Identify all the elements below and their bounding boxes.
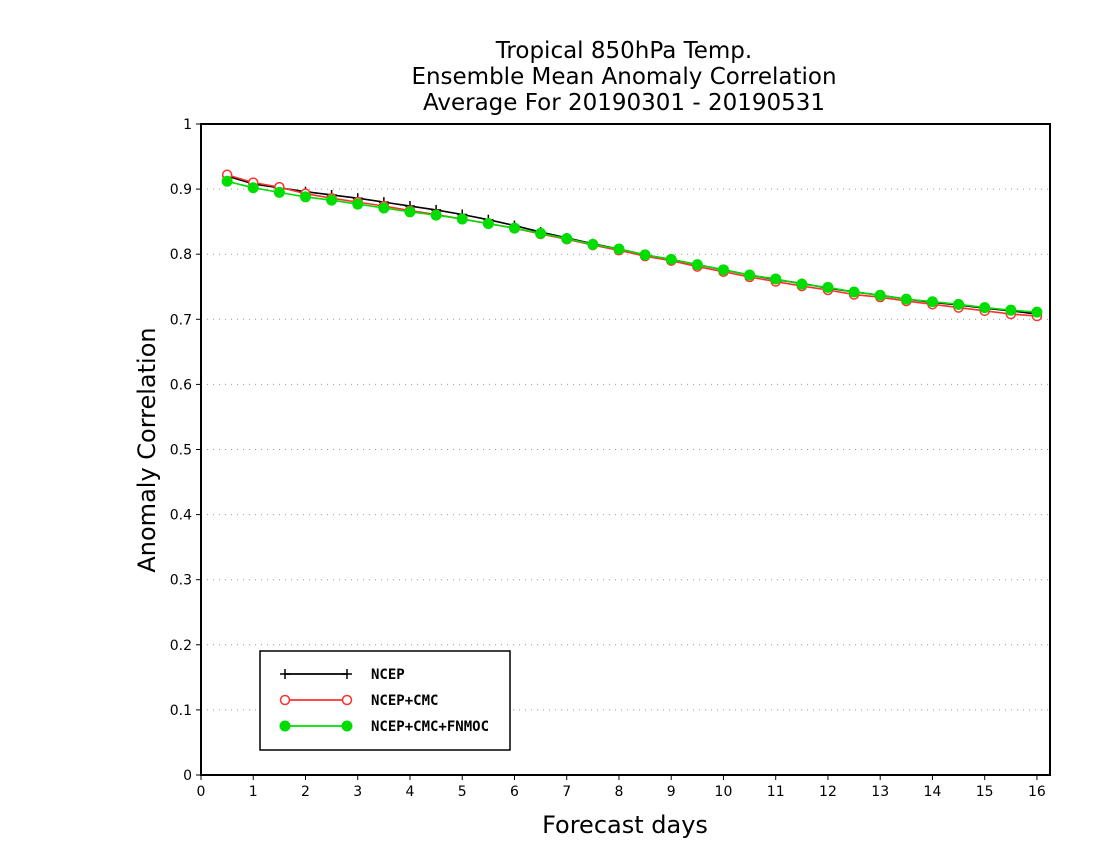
y-tick-label: 0.9: [170, 182, 192, 198]
x-axis-label: Forecast days: [542, 811, 708, 839]
data-point-ncep-cmc-fnmoc: [770, 273, 782, 285]
x-tick-label: 0: [197, 784, 206, 800]
data-point-ncep-cmc-fnmoc: [561, 233, 573, 245]
legend-swatch-marker: [280, 669, 290, 679]
data-point-ncep-cmc-fnmoc: [456, 213, 468, 225]
x-tick-label: 12: [819, 784, 837, 800]
series-line-ncep-cmc: [226, 174, 1037, 317]
legend-swatch-marker: [279, 720, 291, 732]
y-tick-label: 0.6: [170, 377, 192, 393]
x-tick-label: 9: [667, 784, 676, 800]
chart-title-line-1: Tropical 850hPa Temp.: [495, 38, 752, 64]
x-tick-label: 15: [976, 784, 994, 800]
data-point-ncep-cmc-fnmoc: [613, 243, 625, 255]
data-point-ncep-cmc-fnmoc: [744, 269, 756, 281]
legend-label: NCEP+CMC: [371, 693, 438, 709]
data-point-ncep-cmc-fnmoc: [587, 238, 599, 250]
data-point-ncep-cmc-fnmoc: [1005, 304, 1017, 316]
data-point-ncep-cmc-fnmoc: [953, 298, 965, 310]
y-tick-label: 0.4: [170, 508, 192, 524]
data-point-ncep-cmc-fnmoc: [221, 175, 233, 187]
legend-swatch-marker: [341, 694, 353, 706]
x-tick-label: 14: [924, 784, 942, 800]
data-point-ncep-cmc-fnmoc: [796, 278, 808, 290]
data-point-ncep-cmc-fnmoc: [848, 286, 860, 298]
data-point-ncep-cmc-fnmoc: [900, 293, 912, 305]
data-point-ncep-cmc-fnmoc: [979, 302, 991, 314]
y-tick-label: 1: [183, 117, 192, 133]
x-tick-label: 7: [562, 784, 571, 800]
data-point-ncep-cmc-fnmoc: [352, 198, 364, 210]
series-ncep: [222, 171, 1042, 320]
data-point-ncep-cmc-fnmoc: [326, 194, 338, 206]
x-tick-label: 3: [353, 784, 362, 800]
x-tick-label: 6: [510, 784, 519, 800]
x-tick-label: 13: [871, 784, 889, 800]
data-point-ncep-cmc-fnmoc: [1031, 306, 1043, 318]
legend-swatch-marker: [342, 669, 352, 679]
legend-item-ncep: NCEP: [280, 667, 405, 683]
data-point-ncep-cmc-fnmoc: [822, 281, 834, 293]
x-tick-label: 4: [406, 784, 415, 800]
data-point-ncep-cmc-fnmoc: [717, 264, 729, 276]
y-axis-label: Anomaly Correlation: [133, 327, 161, 572]
grid: [201, 188, 1050, 711]
x-tick-label: 10: [715, 784, 733, 800]
series-ncep-cmc-fnmoc: [221, 175, 1043, 318]
x-tick-label: 8: [615, 784, 624, 800]
data-point-ncep-cmc-fnmoc: [247, 182, 259, 194]
legend-item-ncep-cmc-fnmoc: NCEP+CMC+FNMOC: [279, 719, 489, 735]
axes: 00.10.20.30.40.50.60.70.80.910 1 2 3 4 5 6 7 8 9 1…: [170, 117, 1046, 800]
data-point-ncep-cmc-fnmoc: [273, 186, 285, 198]
data-point-ncep-cmc-fnmoc: [430, 209, 442, 221]
data-point-ncep-cmc-fnmoc: [482, 218, 494, 230]
data-point-ncep-cmc-fnmoc: [874, 289, 886, 301]
legend: NCEP NCEP+CMC NCEP+CMC+FNMOC: [259, 650, 511, 751]
y-tick-label: 0: [183, 768, 192, 784]
data-point-ncep-cmc-fnmoc: [535, 227, 547, 239]
x-tick-label: 16: [1028, 784, 1046, 800]
data-point-ncep-cmc-fnmoc: [691, 259, 703, 271]
y-tick-label: 0.1: [170, 703, 192, 719]
x-tick-label: 2: [301, 784, 310, 800]
x-tick-label: 11: [767, 784, 785, 800]
legend-swatch-marker: [341, 720, 353, 732]
y-tick-label: 0.5: [170, 443, 192, 459]
chart-title-line-3: Average For 20190301 - 20190531: [423, 90, 825, 116]
data-point-ncep-cmc-fnmoc: [639, 249, 651, 261]
series-ncep-cmc: [221, 169, 1043, 322]
x-tick-label: 5: [458, 784, 467, 800]
data-point-ncep-cmc-fnmoc: [378, 202, 390, 214]
series-layer: [221, 169, 1043, 322]
x-tick-label: 1: [249, 784, 258, 800]
chart-title-line-2: Ensemble Mean Anomaly Correlation: [411, 64, 836, 90]
legend-item-ncep-cmc: NCEP+CMC: [279, 693, 438, 709]
series-line-ncep: [226, 175, 1038, 315]
legend-swatch-marker: [279, 694, 291, 706]
legend-label: NCEP+CMC+FNMOC: [371, 719, 489, 735]
data-point-ncep-cmc-fnmoc: [508, 222, 520, 234]
y-tick-label: 0.8: [170, 247, 192, 263]
data-point-ncep-cmc-fnmoc: [404, 206, 416, 218]
data-point-ncep-cmc-fnmoc: [299, 191, 311, 203]
y-tick-label: 0.7: [170, 312, 192, 328]
y-tick-label: 0.2: [170, 638, 192, 654]
legend-label: NCEP: [371, 667, 405, 683]
y-tick-label: 0.3: [170, 573, 192, 589]
data-point-ncep-cmc-fnmoc: [926, 296, 938, 308]
data-point-ncep-cmc-fnmoc: [665, 253, 677, 265]
